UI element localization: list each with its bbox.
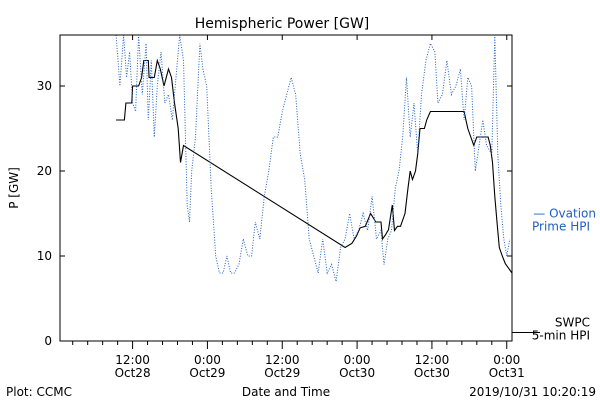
series-layer <box>115 34 513 282</box>
y-tick-label: 0 <box>44 334 52 348</box>
legend-swpc-line2: 5-min HPI <box>532 329 590 343</box>
x-tick-label-time: 0:00 <box>194 353 221 367</box>
swpc-hpi-series-line <box>116 58 513 274</box>
y-axis-label: P [GW] <box>7 167 21 209</box>
x-tick-label-date: Oct30 <box>339 366 375 380</box>
x-tick-label-date: Oct29 <box>264 366 300 380</box>
x-tick-label-time: 0:00 <box>493 353 520 367</box>
x-tick-label-date: Oct28 <box>115 366 151 380</box>
legend-swpc-line1: SWPC <box>555 316 590 330</box>
y-tick-label: 20 <box>37 164 52 178</box>
legend-ovation-line1: — Ovation <box>533 207 596 221</box>
axis-layer: 010203012:00Oct280:00Oct2912:00Oct290:00… <box>37 35 525 380</box>
legend-ovation-line2: Prime HPI <box>532 220 590 234</box>
footer-timestamp: 2019/10/31 10:20:19 <box>469 385 596 399</box>
y-tick-label: 10 <box>37 249 52 263</box>
x-tick-label-time: 12:00 <box>115 353 150 367</box>
x-tick-label-date: Oct30 <box>414 366 450 380</box>
plot-frame <box>59 34 513 342</box>
x-tick-label-date: Oct31 <box>489 366 525 380</box>
x-axis-label: Date and Time <box>242 385 330 399</box>
footer-plot-credit: Plot: CCMC <box>6 385 72 399</box>
ovation-prime-series-line <box>115 34 511 282</box>
x-tick-label-time: 0:00 <box>344 353 371 367</box>
x-tick-label-time: 12:00 <box>265 353 300 367</box>
x-tick-label-date: Oct29 <box>189 366 225 380</box>
chart-title: Hemispheric Power [GW] <box>195 16 370 32</box>
x-tick-label-time: 12:00 <box>415 353 450 367</box>
y-tick-label: 30 <box>37 79 52 93</box>
